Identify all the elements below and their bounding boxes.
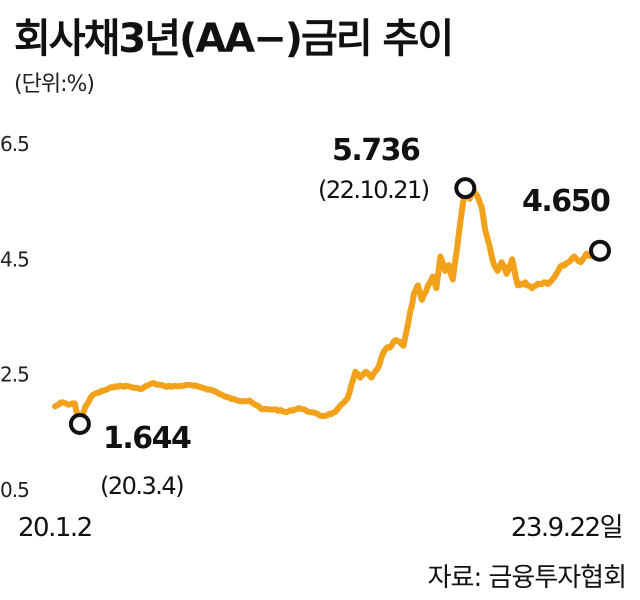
chart-title: 회사채3년(AA−)금리 추이 bbox=[14, 16, 454, 62]
annotation-value-label: 1.644 bbox=[103, 421, 191, 456]
annotation-value-label: 4.650 bbox=[522, 184, 610, 219]
annotation-marker bbox=[68, 413, 91, 435]
annotation-value-label: 5.736 bbox=[332, 133, 420, 168]
y-axis-ticks: 6.5 4.5 2.5 0.5 bbox=[0, 132, 30, 502]
annotation-marker bbox=[454, 177, 477, 200]
unit-label: (단위:%) bbox=[14, 72, 95, 97]
x-start-label: 20.1.2 bbox=[18, 513, 92, 543]
source-note: 자료: 금융투자협회 bbox=[427, 563, 627, 593]
annotation-date-label: (20.3.4) bbox=[100, 472, 183, 500]
x-end-label: 23.9.22일 bbox=[511, 513, 622, 543]
annotation-date-label: (22.10.21) bbox=[318, 176, 429, 204]
annotation-marker bbox=[589, 239, 611, 262]
annotation-layer: 1.644 (20.3.4) 5.736 (22.10.21) 4.650 bbox=[68, 133, 612, 500]
series-line bbox=[52, 185, 603, 427]
y-tick-label: 0.5 bbox=[0, 478, 29, 502]
series-layer bbox=[52, 185, 603, 427]
x-axis-labels: 20.1.2 23.9.22일 bbox=[18, 513, 624, 543]
y-tick-label: 6.5 bbox=[0, 132, 29, 156]
y-tick-label: 4.5 bbox=[0, 247, 29, 271]
y-tick-label: 2.5 bbox=[0, 363, 29, 387]
